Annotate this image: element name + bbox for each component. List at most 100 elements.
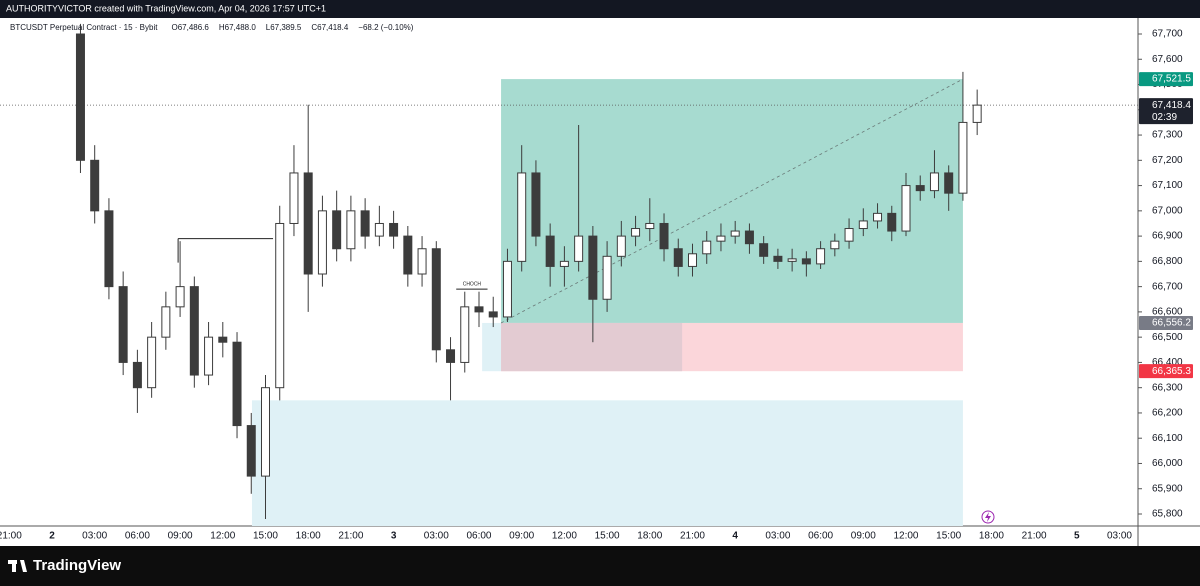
candle-body	[716, 235, 726, 242]
candle-body	[132, 361, 142, 389]
candle-body	[944, 172, 954, 194]
y-tick-label: 67,700	[1152, 29, 1183, 40]
candle-body	[147, 336, 157, 389]
x-tick-label: 18:00	[296, 531, 321, 542]
alert-icon	[981, 510, 995, 524]
y-tick-label: 66,700	[1152, 281, 1183, 292]
candle-body	[204, 336, 214, 376]
candle-body	[887, 212, 897, 232]
candle-body	[801, 258, 811, 265]
candle-body	[317, 210, 327, 275]
y-tick-label: 66,500	[1152, 332, 1183, 343]
candle-body	[75, 33, 85, 161]
x-tick-label: 09:00	[509, 531, 534, 542]
candle-body	[858, 220, 868, 230]
x-tick-label: 06:00	[808, 531, 833, 542]
candle-body	[474, 306, 484, 313]
x-tick-label: 21:00	[680, 531, 705, 542]
x-tick-label: 5	[1074, 531, 1080, 542]
stop-zone-elapsed	[501, 322, 683, 372]
candle-body	[844, 228, 854, 242]
footer-logo	[8, 560, 27, 572]
candle-body	[431, 248, 441, 351]
x-tick-label: 03:00	[424, 531, 449, 542]
x-tick-label: 12:00	[552, 531, 577, 542]
candle-body	[574, 235, 584, 262]
x-tick-label: 12:00	[210, 531, 235, 542]
candle-body	[830, 240, 840, 250]
candle-body	[545, 235, 555, 267]
legend-change: −68.2 (−0.10%)	[358, 23, 413, 32]
candle-body	[787, 258, 797, 262]
x-tick-label: 06:00	[125, 531, 150, 542]
y-tick-label: 66,200	[1152, 408, 1183, 419]
candle-body	[659, 222, 669, 250]
price-badge-label: 66,556.2	[1152, 318, 1191, 329]
header-bar	[0, 0, 1200, 18]
x-tick-label: 03:00	[82, 531, 107, 542]
alert-icon-bolt	[985, 512, 991, 522]
candle-body	[303, 172, 313, 275]
candle-body	[559, 260, 569, 267]
candle-body	[403, 235, 413, 275]
candle-body	[972, 104, 982, 123]
y-tick-label: 67,300	[1152, 130, 1183, 141]
candle-body	[901, 185, 911, 232]
price-badge-label: 66,365.3	[1152, 366, 1191, 377]
candle-body	[332, 210, 342, 250]
candle-body	[958, 121, 968, 194]
legend-symbol: BTCUSDT Perpetual Contract · 15 · Bybit	[10, 23, 158, 32]
candle-body	[616, 235, 626, 257]
candle-body	[346, 210, 356, 250]
x-tick-label: 2	[49, 531, 55, 542]
x-tick-label: 09:00	[851, 531, 876, 542]
candle-body	[360, 210, 370, 237]
candle-body	[118, 286, 128, 363]
y-tick-label: 66,000	[1152, 458, 1183, 469]
x-tick-label: 12:00	[893, 531, 918, 542]
y-tick-label: 66,800	[1152, 256, 1183, 267]
price-badge	[1139, 315, 1193, 330]
x-tick-label: 15:00	[253, 531, 278, 542]
legend-open: O67,486.6	[171, 23, 209, 32]
footer-bar	[0, 546, 1200, 586]
legend-low: L67,389.5	[266, 23, 302, 32]
candle-body	[816, 248, 826, 265]
y-tick-label: 66,100	[1152, 433, 1183, 444]
candle-body	[929, 172, 939, 192]
credit: AUTHORITYVICTOR created with TradingView…	[6, 3, 326, 13]
candle-body	[460, 306, 470, 363]
candle-body	[104, 210, 114, 288]
candle-body	[588, 235, 598, 300]
legend: BTCUSDT Perpetual Contract · 15 · Bybit O…	[10, 23, 414, 32]
candle-body	[602, 255, 612, 300]
candle-body	[517, 172, 527, 262]
candle-body	[730, 230, 740, 237]
x-tick-label: 03:00	[1107, 531, 1132, 542]
x-tick-label: 4	[732, 531, 738, 542]
target-zone	[501, 79, 963, 323]
candle-body	[702, 240, 712, 255]
candle-body	[218, 336, 228, 343]
candle-body	[673, 248, 683, 267]
price-badge-label: 67,521.5	[1152, 74, 1191, 85]
candle-body	[232, 341, 242, 427]
x-tick-label: 15:00	[595, 531, 620, 542]
y-tick-label: 66,600	[1152, 307, 1183, 318]
candle-body	[389, 222, 399, 237]
candle-body	[189, 286, 199, 376]
candle-body	[744, 230, 754, 245]
liquidity-zone	[251, 400, 963, 526]
candle-body	[374, 222, 384, 237]
candle-body	[645, 222, 655, 230]
countdown: 02:39	[1152, 112, 1177, 123]
candle-body	[502, 260, 512, 318]
x-tick-label: 3	[391, 531, 397, 542]
y-tick-label: 66,300	[1152, 382, 1183, 393]
x-tick-label: 18:00	[979, 531, 1004, 542]
footer-brand: TradingView	[33, 557, 121, 574]
candle-body	[631, 228, 641, 237]
x-tick-label: 18:00	[637, 531, 662, 542]
